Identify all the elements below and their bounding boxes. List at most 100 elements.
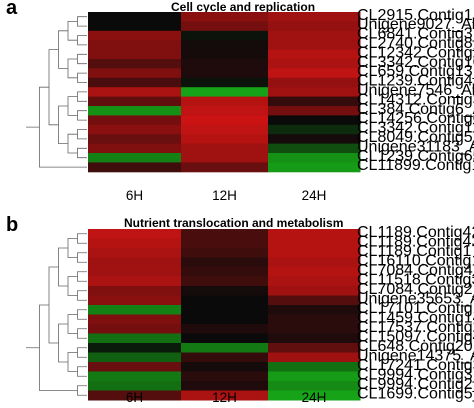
heatmap-cell [268,381,361,391]
heatmap-cell [181,96,269,107]
row-label: CL1699.Contig5_All (ACA10) [357,385,474,402]
heatmap-cell [181,115,269,126]
heatmap-cell [181,267,269,277]
heatmap-cell [181,343,269,353]
column-label: 6H [126,188,143,203]
row-id: CL1459.Contig14_All ( [357,309,474,326]
heatmap-cell [268,295,361,306]
heatmap-cell [88,77,182,88]
row-label: CL7084.Contig2_All (TPS1-2) [357,281,474,298]
heatmap-cell [181,12,269,22]
heatmap-cell [88,352,182,363]
heatmap-cell [88,314,182,325]
heatmap-cell [268,153,361,163]
heatmap-cell [181,49,269,60]
row-id: CL1239.Contig4_All ( [357,73,474,90]
row-label: CL1189.Contig42_All (ZIF2-1) [357,224,474,241]
heatmap-cell [268,267,361,277]
heatmap-cell [181,362,269,372]
column-label: 6H [126,390,143,405]
row-id: CL8049.Contig5_All ( [357,129,474,146]
column-label: 24H [302,390,327,405]
heatmap-cell [88,362,182,372]
row-id: CL12342.Contig2_All ( [357,44,474,61]
heatmap-cell [88,124,182,135]
heatmap-cell [268,238,361,249]
heatmap-cell [268,314,361,325]
row-id: CL15097.Contig4_All ( [357,328,474,345]
panel-a-label: a [6,0,18,19]
row-label: CL9994.Contig2_All (TPS10) [357,376,474,393]
column-label: 24H [302,188,327,203]
heatmap-cell [88,390,182,401]
heatmap-cell [88,106,182,116]
heatmap-cell [88,257,182,268]
row-label: CL17537.Contig2_All (MPT3) [357,319,474,336]
row-label: Unigene35653_All (CAAT7) [357,290,474,307]
row-label: CL8049.Contig5_All (PARP1) [357,129,474,146]
heatmap-cell [88,21,182,32]
heatmap-cell [181,314,269,325]
heatmap-cell [88,134,182,145]
heatmap-cell [181,87,269,98]
heatmap-cell [88,238,182,249]
row-id: CL2740.Contig8_All ( [357,35,474,52]
heatmap-cell [181,305,269,315]
heatmap-cell [268,96,361,107]
row-id: CL7084.Contig2_All ( [357,281,474,298]
heatmap-cell [88,153,182,163]
row-id: CL659.Contig13_All ( [357,63,474,80]
heatmap-cell [88,59,182,69]
row-id: CL1239.Contig65_All ( [357,148,474,165]
heatmap-cell [88,295,182,306]
row-label: CL9994.Contig3_All (TPS9) [357,366,474,383]
row-id: CL1699.Contig5_All ( [357,385,474,402]
heatmap-cell [268,333,361,344]
heatmap-cell [268,362,361,372]
row-label: CL11899.Contig1_All (SCA3) [357,157,474,174]
heatmap-cell [181,68,269,79]
column-label: 12H [212,390,237,405]
heatmap-cell [88,343,182,353]
heatmap-cell [268,229,361,239]
row-label: CL1189.Contig17_All (ZIF2-2) [357,243,474,260]
heatmap-cell [181,124,269,135]
heatmap-cell [181,229,269,239]
row-id: CL3342.Contig11_All ( [357,120,474,137]
heatmap-cell [268,21,361,32]
row-label: CL1459.Contig14_All (ECA3) [357,309,474,326]
heatmap-cell [268,276,361,287]
row-label: CL1239.Contig65_All (E2F3-2) [357,148,474,165]
heatmap-panel-b: CL1189.Contig42_All (ZIF2-1) CL1189.Conti… [26,224,474,405]
heatmap-cell [268,87,361,98]
heatmap-cell [88,49,182,60]
row-label: CL7084.Contig4_All (TPS1-1) [357,262,474,279]
heatmap-cell [268,257,361,268]
row-id: CL11899.Contig1_All ( [357,157,474,174]
heatmap-cell [88,286,182,296]
panel-b-label: b [6,214,19,236]
heatmap-cell [181,333,269,344]
row-label: CL12342.Contig2_All (NAC068) [357,44,474,61]
row-label: CL11518.Contig3_All (EMB104) [357,271,474,288]
heatmap-cell [268,305,361,315]
heatmap-cell [181,352,269,363]
row-id: CL384.Contig6_All ( [357,101,474,118]
heatmap-cell [181,390,269,401]
heatmap-cell [181,248,269,258]
heatmap-cell [268,40,361,51]
heatmap-cell [181,371,269,382]
heatmap-cell [88,12,182,22]
row-id: CL6841.Contig3_All ( [357,26,474,43]
heatmap-cell [181,30,269,41]
heatmap-cell [268,115,361,126]
heatmap-cell [88,143,182,154]
heatmap-cell [268,248,361,258]
heatmap-cell [181,40,269,51]
heatmap-cell [181,324,269,334]
row-id: Unigene35653_All ( [357,290,474,307]
panel-a-title: Cell cycle and replication [171,0,316,14]
row-id: CL2915.Contig1_All ( [357,7,474,24]
heatmap-cell [181,295,269,306]
